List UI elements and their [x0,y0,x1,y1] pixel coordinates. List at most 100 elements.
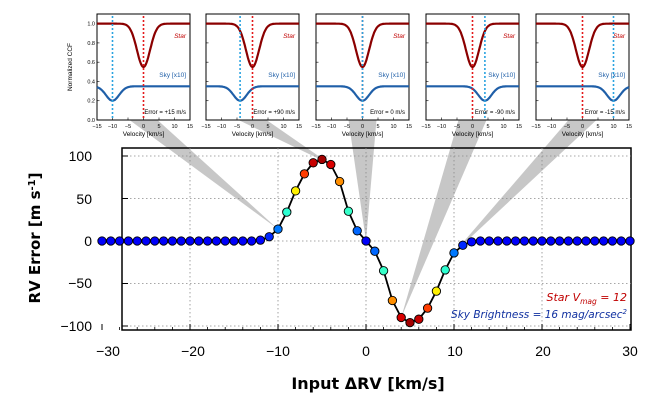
data-point [211,236,222,246]
inset-x-tick-label: −5 [234,124,240,130]
inset-star-label: Star [283,33,296,40]
y-tick-label: 0 [84,233,92,249]
inset-star-label: Star [174,33,187,40]
data-point [422,303,433,313]
inset-x-tick-label: 15 [626,124,632,130]
inset-x-axis-title: Velocity [km/s] [232,131,274,138]
data-point [114,236,125,246]
data-point [528,236,538,246]
data-point [510,236,521,246]
inset-sky-label: Sky [x10] [488,72,515,79]
callout-wedge [454,120,597,253]
data-point [563,236,574,246]
data-point [317,154,327,165]
data-point [378,266,389,276]
data-point [343,206,354,216]
callout-wedge [401,120,487,318]
data-point [246,236,257,246]
inset-star-ccf [426,22,519,69]
inset-star-ccf [316,22,409,69]
inset-x-tick-label: −10 [217,124,226,130]
inset-panel: Star Sky [x10] Error = -90 m/s −15 −10 −5 0 5 10… [421,13,522,138]
inset-x-axis-title: Velocity [km/s] [342,131,384,138]
data-point [176,236,186,246]
rv-error-points [97,154,635,328]
inset-error-label: Error = -15 m/s [585,110,625,116]
inset-panel: Star Sky [x10] Error = -15 m/s −15 −10 −5 0 5 10… [531,13,632,138]
data-point [475,236,486,246]
data-point [519,236,530,246]
data-point [387,295,398,306]
inset-x-tick-label: −10 [327,124,336,130]
inset-y-tick-label: 0.8 [87,41,95,47]
data-point [308,158,318,168]
inset-x-tick-label: 5 [266,124,269,130]
inset-x-tick-label: −10 [547,124,556,130]
data-point [167,236,178,246]
x-tick-label: 0 [362,343,370,359]
inset-x-tick-label: −10 [437,124,446,130]
inset-x-tick-label: −5 [454,124,460,130]
data-point [290,186,301,196]
x-tick-label: −10 [266,343,290,359]
main-ticks [101,155,631,330]
data-point [150,236,160,246]
data-point [431,286,442,296]
y-tick-label: 50 [76,191,92,207]
inset-star-ccf [536,22,629,69]
x-tick-label: −20 [181,343,205,359]
callout-wedge [348,120,377,241]
inset-y-axis-title: Normalized CCF [67,43,74,91]
sky-brightness-annotation: Sky Brightness = 16 mag/arcsec2 [451,308,628,321]
inset-x-axis-title: Velocity [km/s] [123,131,165,138]
inset-x-tick-label: −15 [421,124,430,130]
callout-wedge [238,120,331,165]
data-point [405,317,415,328]
y-tick-label: 100 [69,148,93,164]
data-point [414,314,424,324]
inset-x-tick-label: 0 [361,124,364,130]
star-magnitude-annotation: Star Vmag = 12 [547,291,627,306]
inset-x-tick-label: 5 [596,124,599,130]
inset-x-tick-label: −15 [92,124,101,130]
x-tick-label: 10 [447,343,463,359]
data-point [572,236,582,246]
data-point [264,232,274,242]
inset-star-ccf [97,22,190,69]
inset-x-axis-title: Velocity [km/s] [452,131,494,138]
inset-x-tick-label: 10 [171,124,177,130]
inset-sky-label: Sky [x10] [378,72,405,79]
data-point [220,236,230,246]
inset-y-tick-label: 0.4 [87,79,95,85]
data-point [458,240,468,250]
data-point [361,236,371,246]
data-point [607,236,618,246]
data-point [590,236,600,246]
inset-panel: Star Sky [x10] Error = +15 m/s −15 −10 −5 0 5 10… [67,13,193,138]
data-point [185,236,195,246]
x-tick-label: 20 [535,343,551,359]
inset-x-tick-label: 5 [157,124,160,130]
inset-star-label: Star [393,33,406,40]
inset-x-tick-label: 10 [500,124,506,130]
data-point [466,237,477,247]
y-axis-title: RV Error [m s-1] [26,173,44,304]
data-point [334,176,345,187]
inset-x-tick-label: 0 [581,124,584,130]
data-point [282,207,292,217]
inset-y-tick-label: 1.0 [87,22,95,28]
inset-x-tick-label: 0 [251,124,254,130]
data-point [449,248,459,258]
data-point [97,236,107,246]
inset-star-label: Star [613,33,626,40]
inset-x-tick-label: 0 [142,124,145,130]
callout-wedges [129,120,597,318]
data-point [537,236,547,246]
inset-sky-label: Sky [x10] [268,72,295,79]
data-point [106,236,116,246]
inset-y-tick-label: 0.6 [87,60,95,66]
inset-error-label: Error = +15 m/s [144,110,186,116]
inset-sky-label: Sky [x10] [159,72,186,79]
inset-panel: Star Sky [x10] Error = +90 m/s −15 −10 −5 0 5 10… [201,13,302,138]
inset-x-tick-label: −5 [564,124,570,130]
